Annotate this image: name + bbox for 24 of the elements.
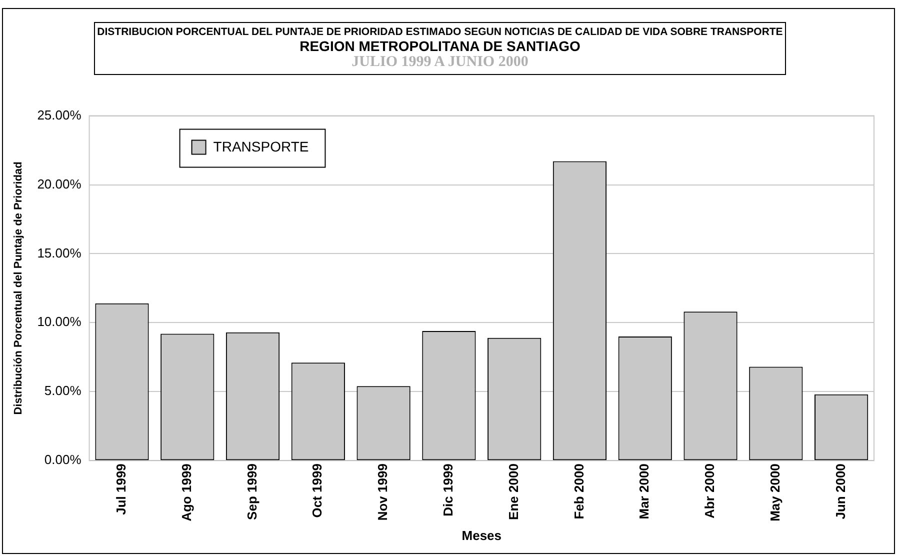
x-tick-label: May 2000 — [767, 464, 782, 522]
x-tick-label: Sep 1999 — [244, 464, 260, 520]
y-tick-label: 0.00% — [44, 452, 82, 468]
y-tick-label: 25.00% — [37, 107, 82, 122]
x-tick-label: Ene 2000 — [506, 464, 521, 520]
x-tick-label: Jun 2000 — [832, 464, 848, 520]
x-tick-label: Oct 1999 — [310, 464, 325, 518]
legend-label: TRANSPORTE — [213, 138, 309, 155]
y-axis-title: Distribución Porcentual del Puntaje de Prioridad — [12, 162, 25, 415]
x-tick-label: Abr 2000 — [702, 464, 718, 518]
y-tick-label: 15.00% — [37, 245, 82, 260]
x-tick-label: Dic 1999 — [440, 464, 456, 516]
x-tick-label: Ago 1999 — [178, 464, 194, 522]
chart-subtitle: REGION METROPOLITANA DE SANTIAGO — [298, 38, 582, 54]
x-tick-label: Jul 1999 — [114, 464, 129, 515]
x-axis-title: Meses — [462, 528, 502, 543]
y-tick-label: 10.00% — [37, 314, 82, 330]
x-tick-label: Feb 2000 — [571, 464, 586, 520]
x-tick-label: Mar 2000 — [636, 464, 652, 520]
y-tick-label: 5.00% — [44, 383, 82, 398]
chart-title: DISTRIBUCION PORCENTUAL DEL PUNTAJE DE PRIORIDAD ESTIMADO SEGUN NOTICIAS DE CALIDAD DE VIDA SOBRE TRANSPORTE — [96, 26, 784, 38]
x-tick-label: Nov 1999 — [375, 464, 390, 521]
text: JULIO 1999 A JUNIO 2000 — [350, 54, 530, 71]
y-tick-label: 20.00% — [37, 176, 82, 192]
